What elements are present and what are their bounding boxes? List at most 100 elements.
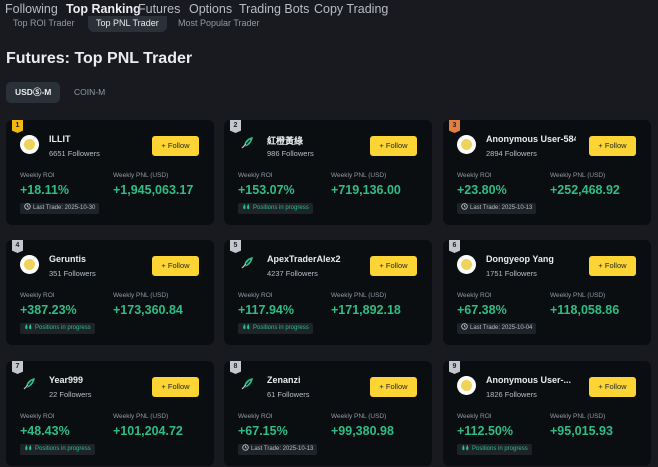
rank-badge: 6	[449, 240, 460, 253]
avatar[interactable]	[20, 255, 39, 274]
trader-name[interactable]: Zenanzi	[267, 375, 301, 385]
clock-icon	[242, 444, 251, 452]
flame-icon	[24, 444, 35, 452]
weekly-roi-label: Weekly ROI	[20, 172, 55, 179]
status-badge: Last Trade: 2025-10-30	[20, 203, 100, 214]
rank-badge: 8	[230, 361, 241, 374]
status-badge: Last Trade: 2025-10-13	[457, 203, 537, 214]
follower-count: 4237 Followers	[267, 269, 318, 278]
sub-tabs: Top ROI Trader Top PNL Trader Most Popul…	[0, 16, 658, 36]
flame-icon	[24, 323, 35, 331]
trader-card[interactable]: 5 ApexTraderAlex2 4237 Followers + Follow We…	[224, 240, 432, 345]
leaf-icon	[23, 376, 37, 395]
follow-button[interactable]: + Follow	[152, 136, 199, 156]
trader-name[interactable]: ILLIT	[49, 134, 71, 144]
weekly-pnl-value: +99,380.98	[331, 424, 394, 438]
follow-button[interactable]: + Follow	[370, 377, 417, 397]
tab-most-popular-trader[interactable]: Most Popular Trader	[178, 18, 260, 28]
clock-icon	[24, 203, 33, 211]
weekly-roi-value: +117.94%	[238, 303, 294, 317]
rank-badge: 1	[12, 120, 23, 133]
avatar[interactable]	[238, 135, 257, 154]
follower-count: 1751 Followers	[486, 269, 537, 278]
avatar-face-icon	[461, 259, 472, 270]
trader-name[interactable]: 紅橙黃綠	[267, 136, 304, 146]
trader-card[interactable]: 1 ILLIT 6651 Followers + Follow Weekly ROI We…	[6, 120, 214, 225]
status-text: Positions in progress	[253, 325, 309, 331]
trader-name[interactable]: ApexTraderAlex2	[267, 254, 341, 264]
status-badge: Last Trade: 2025-10-04	[457, 323, 537, 334]
trader-name[interactable]: Geruntis	[49, 254, 87, 264]
follower-count: 2894 Followers	[486, 149, 537, 158]
follow-button[interactable]: + Follow	[589, 377, 636, 397]
weekly-pnl-value: +719,136.00	[331, 183, 401, 197]
trader-name[interactable]: Anonymous User-...	[486, 375, 572, 385]
trader-name[interactable]: Year999	[49, 375, 84, 385]
status-badge: Positions in progress	[457, 444, 532, 455]
page-title: Futures: Top PNL Trader	[6, 50, 193, 67]
weekly-roi-label: Weekly ROI	[238, 292, 273, 299]
trader-card[interactable]: 3 Anonymous User-5849a5 2894 Followers + Fo…	[443, 120, 651, 225]
status-badge: Last Trade: 2025-10-13	[238, 444, 318, 455]
leaf-icon	[241, 376, 255, 395]
weekly-roi-label: Weekly ROI	[457, 413, 492, 420]
follow-button[interactable]: + Follow	[589, 256, 636, 276]
avatar[interactable]	[457, 255, 476, 274]
nav-options[interactable]: Options	[189, 2, 233, 16]
rank-badge: 9	[449, 361, 460, 374]
weekly-pnl-value: +173,360.84	[113, 303, 183, 317]
trader-card[interactable]: 8 Zenanzi 61 Followers + Follow Weekly ROI We…	[224, 361, 432, 466]
segment-usds-m[interactable]: USDⓈ-M	[6, 82, 61, 103]
avatar[interactable]	[457, 135, 476, 154]
avatar[interactable]	[457, 376, 476, 395]
weekly-pnl-value: +118,058.86	[550, 303, 620, 317]
flame-icon	[242, 203, 253, 211]
status-text: Last Trade: 2025-10-04	[470, 325, 533, 331]
nav-top-ranking[interactable]: Top Ranking	[66, 2, 141, 16]
weekly-roi-value: +387.23%	[20, 303, 77, 317]
follow-button[interactable]: + Follow	[370, 256, 417, 276]
trader-card[interactable]: 9 Anonymous User-... 1826 Followers + Follo…	[443, 361, 651, 466]
segment-coin-m[interactable]: COIN-M	[74, 87, 106, 97]
avatar[interactable]	[20, 376, 39, 395]
weekly-roi-label: Weekly ROI	[457, 292, 492, 299]
follow-button[interactable]: + Follow	[152, 377, 199, 397]
weekly-pnl-label: Weekly PNL (USD)	[550, 413, 606, 420]
weekly-roi-value: +67.38%	[457, 303, 507, 317]
avatar-face-icon	[461, 139, 472, 150]
nav-futures[interactable]: Futures	[138, 2, 181, 16]
status-badge: Positions in progress	[20, 444, 95, 455]
follow-button[interactable]: + Follow	[589, 136, 636, 156]
status-text: Positions in progress	[35, 446, 91, 452]
follow-button[interactable]: + Follow	[152, 256, 199, 276]
status-badge: Positions in progress	[20, 323, 95, 334]
tab-top-roi-trader[interactable]: Top ROI Trader	[13, 18, 75, 28]
follow-button[interactable]: + Follow	[370, 136, 417, 156]
rank-badge: 5	[230, 240, 241, 253]
nav-copy-trading[interactable]: Copy Trading	[314, 2, 389, 16]
status-text: Last Trade: 2025-10-30	[33, 205, 96, 211]
leaf-icon	[241, 255, 255, 274]
trader-name[interactable]: Anonymous User-5849a5	[486, 134, 576, 144]
trader-card[interactable]: 6 Dongyeop Yang 1751 Followers + Follow Week…	[443, 240, 651, 345]
trader-card[interactable]: 4 Geruntis 351 Followers + Follow Weekly ROI…	[6, 240, 214, 345]
status-text: Last Trade: 2025-10-13	[251, 446, 314, 452]
follower-count: 351 Followers	[49, 269, 96, 278]
trader-card[interactable]: 7 Year999 22 Followers + Follow Weekly ROI We…	[6, 361, 214, 466]
weekly-pnl-label: Weekly PNL (USD)	[550, 172, 606, 179]
clock-icon	[461, 323, 470, 331]
weekly-pnl-label: Weekly PNL (USD)	[331, 292, 387, 299]
top-navigation: Following Top Ranking Futures Options Tr…	[0, 0, 658, 20]
weekly-roi-label: Weekly ROI	[238, 172, 273, 179]
status-text: Positions in progress	[253, 205, 309, 211]
avatar[interactable]	[238, 376, 257, 395]
trader-name[interactable]: Dongyeop Yang	[486, 254, 554, 264]
avatar[interactable]	[238, 255, 257, 274]
nav-following[interactable]: Following	[5, 2, 58, 16]
trader-card[interactable]: 2 紅橙黃綠 986 Followers + Follow Weekly ROI Week…	[224, 120, 432, 225]
tab-top-pnl-trader[interactable]: Top PNL Trader	[88, 16, 167, 32]
status-badge: Positions in progress	[238, 203, 313, 214]
weekly-roi-label: Weekly ROI	[20, 292, 55, 299]
avatar[interactable]	[20, 135, 39, 154]
nav-trading-bots[interactable]: Trading Bots	[239, 2, 310, 16]
